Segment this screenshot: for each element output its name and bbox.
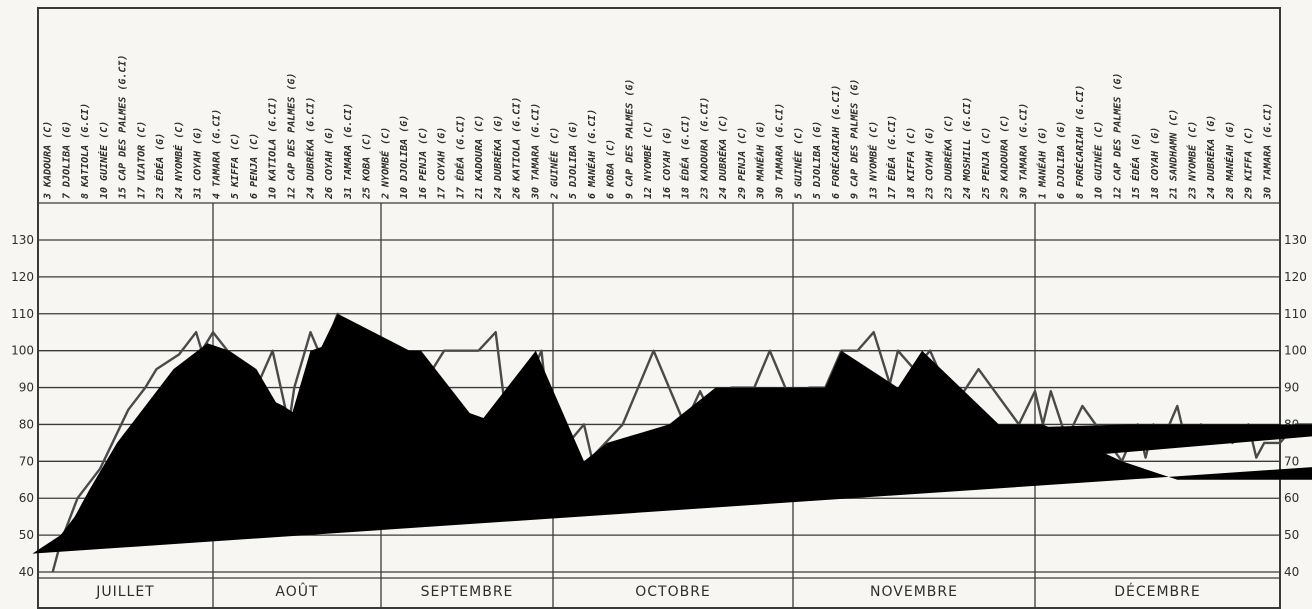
event-label: 9 CAP DES PALMES (G) xyxy=(624,79,635,199)
event-label: 29 KADOURA (C) xyxy=(1000,115,1011,200)
event-label: 23 ÉDÉA (G) xyxy=(153,133,166,200)
event-label: 30 TAMARA (G.CI) xyxy=(1263,103,1274,200)
event-label: 24 MOSHILL (G.CI) xyxy=(962,97,973,200)
event-label: 15 CAP DES PALMES (G.CI) xyxy=(118,55,129,200)
month-label: SEPTEMBRE xyxy=(421,584,514,600)
y-tick-left-130: 130 xyxy=(11,233,34,247)
event-label: 29 KIFFA (C) xyxy=(1244,127,1255,200)
event-label: 5 GUINÉE (C) xyxy=(791,127,804,199)
event-label: 24 NYOMBÉ (C) xyxy=(172,121,185,200)
y-tick-left-70: 70 xyxy=(19,454,34,468)
y-tick-left-90: 90 xyxy=(19,381,34,395)
event-label: 17 COYAH (G) xyxy=(437,127,448,199)
event-label: 5 KIFFA (C) xyxy=(230,133,241,199)
event-label: 21 SANDHAMN (C) xyxy=(1169,109,1180,200)
event-label: 24 DUBRÉKA (C) xyxy=(716,115,729,200)
month-label: DÉCEMBRE xyxy=(1114,583,1201,600)
month-label: OCTOBRE xyxy=(635,584,711,600)
event-label: 2 NYOMBÉ (C) xyxy=(378,127,391,200)
event-label: 23 COYAH (G) xyxy=(925,127,936,200)
event-label: 13 NYOMBÉ (C) xyxy=(866,121,879,199)
event-label: 16 PENJA (C) xyxy=(418,127,429,199)
y-tick-right-130: 130 xyxy=(1284,233,1307,247)
event-label: 12 NYOMBÉ (C) xyxy=(641,121,654,199)
series-group xyxy=(32,312,1312,573)
event-label: 26 KATIOLA (G.CI) xyxy=(512,97,523,200)
event-label: 10 GUINÉE (C) xyxy=(97,121,110,199)
event-label: 30 MANÉAH (G) xyxy=(754,121,767,200)
event-label: 6 DJOLIBA (G) xyxy=(1056,121,1067,199)
event-label: 10 GUINÉE (C) xyxy=(1092,121,1105,199)
event-label: 8 FORÉCARIAH (G.CI) xyxy=(1073,85,1086,199)
event-label: 5 DJOLIBA (G) xyxy=(568,121,579,199)
event-label: 4 TAMARA (G.CI) xyxy=(211,109,222,199)
event-label: 30 TAMARA (G.CI) xyxy=(531,103,542,200)
event-label: 2 GUINÉE (C) xyxy=(547,127,560,200)
event-label: 17 VIATOR (C) xyxy=(136,121,147,199)
y-tick-right-70: 70 xyxy=(1284,454,1299,468)
y-tick-right-110: 110 xyxy=(1284,307,1307,321)
event-label: 23 KADOURA (G.CI) xyxy=(699,97,710,200)
event-label: 6 PENJA (C) xyxy=(249,133,260,199)
y-tick-left-40: 40 xyxy=(19,565,34,579)
event-label: 1 MANÉAH (G) xyxy=(1035,127,1048,199)
event-label: 16 COYAH (G) xyxy=(662,127,673,199)
event-label: 6 FORÉCARIAH (G.CI) xyxy=(829,85,842,199)
event-label: 6 KOBA (C) xyxy=(606,139,617,199)
event-label: 17 ÉDÉA (G.CI) xyxy=(885,115,898,199)
y-tick-left-120: 120 xyxy=(11,270,34,284)
y-tick-right-90: 90 xyxy=(1284,381,1299,395)
y-axis-ticks: 4040505060607070808090901001001101101201… xyxy=(11,233,1307,579)
y-tick-left-80: 80 xyxy=(19,417,34,431)
event-label: 31 TAMARA (G.CI) xyxy=(343,103,354,200)
y-tick-left-60: 60 xyxy=(19,491,34,505)
y-tick-right-50: 50 xyxy=(1284,528,1299,542)
event-label: 18 KIFFA (C) xyxy=(906,127,917,199)
y-tick-left-100: 100 xyxy=(11,344,34,358)
event-label: 15 ÉDÉA (G) xyxy=(1129,133,1142,199)
event-label: 30 TAMARA (G.CI) xyxy=(1019,103,1030,200)
event-label: 23 DUBRÉKA (C) xyxy=(941,115,954,200)
event-label: 6 MANÉAH (G.CI) xyxy=(585,109,598,199)
y-tick-left-50: 50 xyxy=(19,528,34,542)
chart-frame xyxy=(37,7,1281,609)
month-label: JUILLET xyxy=(95,584,155,600)
event-label: 12 CAP DES PALMES (G) xyxy=(1112,73,1123,199)
month-labels: JUILLET AOÛT SEPTEMBRE OCTOBRE NOVEMBRE DÉCEM… xyxy=(95,582,1201,600)
event-label: 5 DJOLIBA (G) xyxy=(812,121,823,199)
event-labels: 3 KADOURA (C) 7 DJOLIBA (G) 8 KATIOLA (G.C… xyxy=(43,55,1274,201)
event-label: 26 COYAH (G) xyxy=(324,127,335,200)
event-label: 12 CAP DES PALMES (G) xyxy=(287,73,298,199)
month-label: NOVEMBRE xyxy=(870,584,958,600)
event-label: 30 TAMARA (G.CI) xyxy=(775,103,786,200)
event-label: 18 COYAH (G) xyxy=(1150,127,1161,199)
event-label: 23 NYOMBÉ (C) xyxy=(1185,121,1198,200)
event-label: 24 DUBRÉKA (G) xyxy=(1204,115,1217,200)
event-label: 28 MANÉAH (G) xyxy=(1223,121,1236,200)
event-label: 24 DUBRÉKA (G.CI) xyxy=(303,97,316,200)
event-label: 10 DJOLIBA (G) xyxy=(399,115,410,199)
event-label: 24 DUBRÉKA (G) xyxy=(491,115,504,200)
y-tick-right-120: 120 xyxy=(1284,270,1307,284)
event-label: 17 ÉDÉA (G.CI) xyxy=(453,115,466,199)
y-tick-right-40: 40 xyxy=(1284,565,1299,579)
y-tick-left-110: 110 xyxy=(11,307,34,321)
event-label: 7 DJOLIBA (G) xyxy=(61,121,72,199)
event-label: 25 PENJA (C) xyxy=(981,127,992,200)
event-label: 18 ÉDÉA (G.CI) xyxy=(679,115,692,199)
event-label: 25 KOBA (C) xyxy=(362,133,373,200)
event-label: 8 KATIOLA (G.CI) xyxy=(80,103,91,199)
series-line-dotted xyxy=(32,387,1312,554)
y-tick-right-100: 100 xyxy=(1284,344,1307,358)
y-tick-right-60: 60 xyxy=(1284,491,1299,505)
event-label: 31 COYAH (G) xyxy=(193,127,204,200)
month-label: AOÛT xyxy=(275,582,318,600)
event-label: 29 PENJA (C) xyxy=(737,127,748,200)
event-label: 9 CAP DES PALMES (G) xyxy=(850,79,861,199)
event-label: 3 KADOURA (C) xyxy=(43,121,54,200)
event-label: 21 KADOURA (C) xyxy=(474,115,485,200)
event-label: 10 KATIOLA (G.CI) xyxy=(268,97,279,199)
